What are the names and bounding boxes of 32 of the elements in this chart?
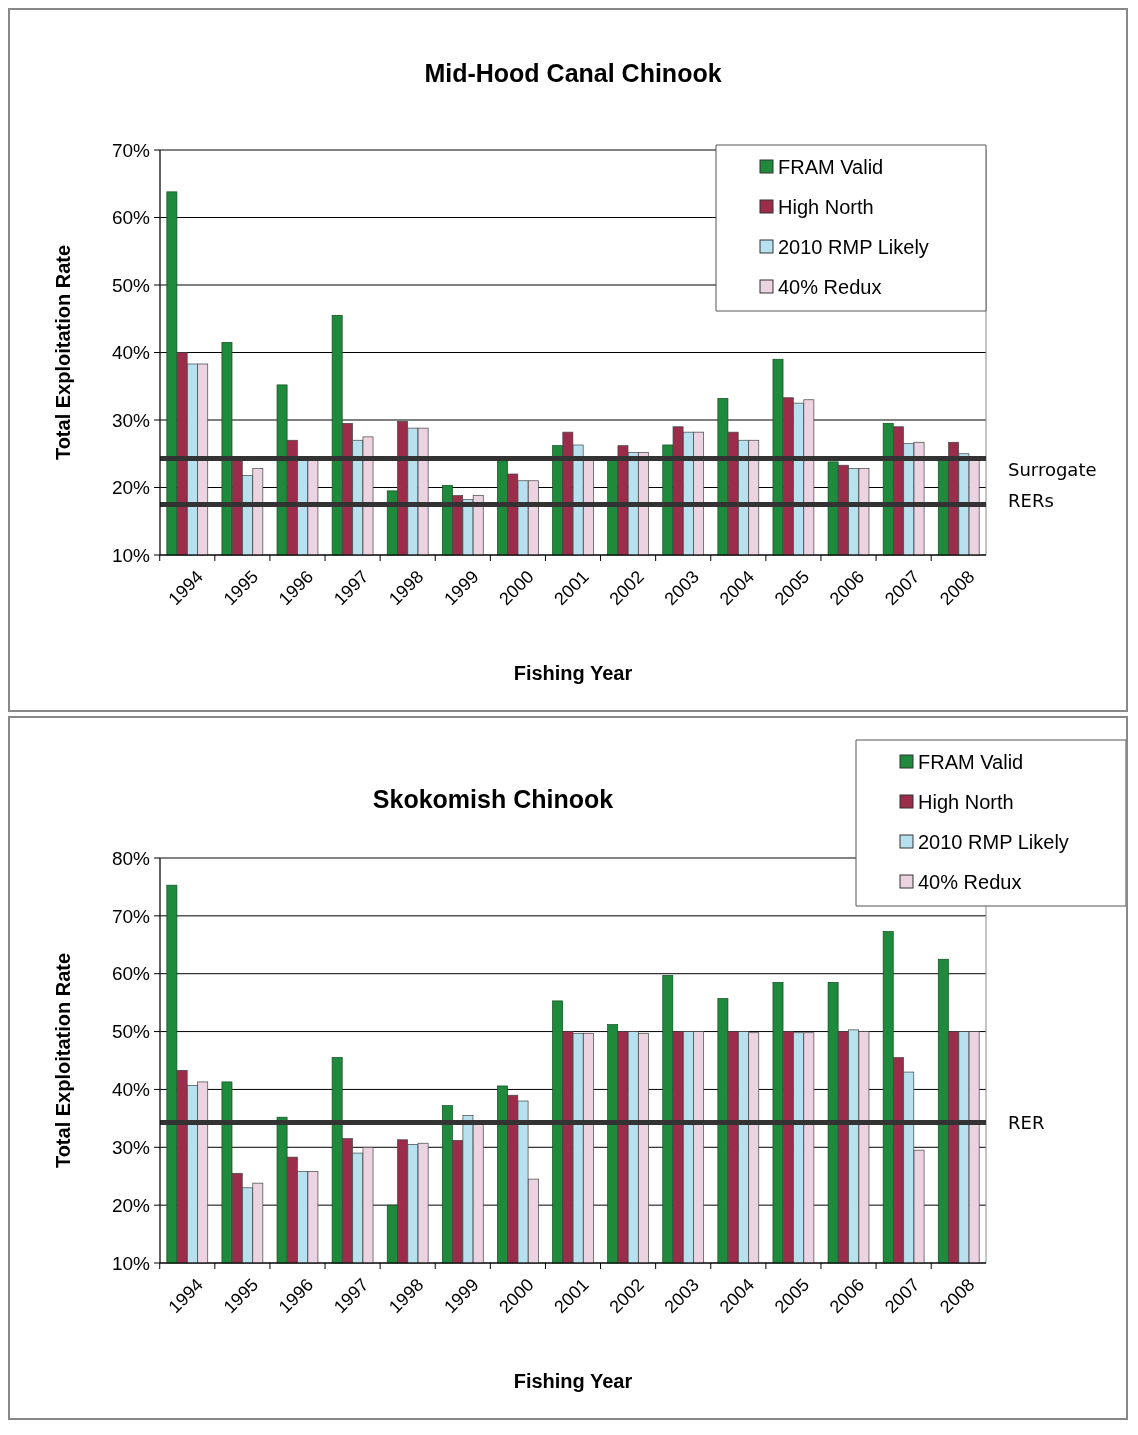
y-tick-label: 30%: [111, 1136, 151, 1158]
y-tick-label: 70%: [111, 139, 151, 161]
legend-label: 40% Redux: [918, 871, 1022, 893]
y-tick-label: 30%: [111, 409, 151, 431]
y-tick-label: 10%: [111, 544, 151, 566]
y-tick-label: 40%: [111, 1079, 151, 1101]
legend-label: 2010 RMP Likely: [778, 236, 929, 258]
y-tick-label: 10%: [111, 1252, 151, 1274]
y-tick-label: 40%: [111, 342, 151, 364]
y-axis-title: Total Exploitation Rate: [52, 244, 74, 461]
y-tick-label: 60%: [111, 963, 151, 985]
y-tick-label: 50%: [111, 1021, 151, 1043]
x-axis-title: Fishing Year: [513, 1370, 633, 1392]
y-tick-label: 20%: [111, 1194, 151, 1216]
legend-label: 2010 RMP Likely: [918, 831, 1069, 853]
legend-label: FRAM Valid: [918, 751, 1024, 773]
y-tick-label: 60%: [111, 207, 151, 229]
ref-line-label: RERs: [1008, 490, 1054, 512]
chart-title: Skokomish Chinook: [372, 785, 614, 813]
y-tick-label: 50%: [111, 274, 151, 296]
chart-title: Mid-Hood Canal Chinook: [424, 59, 722, 87]
y-axis-title: Total Exploitation Rate: [52, 952, 74, 1169]
legend-label: High North: [918, 791, 1014, 813]
ref-line-label: Surrogate: [1008, 459, 1097, 481]
legend-label: 40% Redux: [778, 276, 882, 298]
x-axis-title: Fishing Year: [513, 662, 633, 684]
y-tick-label: 20%: [111, 477, 151, 499]
legend-label: FRAM Valid: [778, 156, 884, 178]
ref-line-label: RER: [1008, 1112, 1045, 1134]
legend-label: High North: [778, 196, 874, 218]
y-tick-label: 80%: [111, 847, 151, 869]
y-tick-label: 70%: [111, 905, 151, 927]
